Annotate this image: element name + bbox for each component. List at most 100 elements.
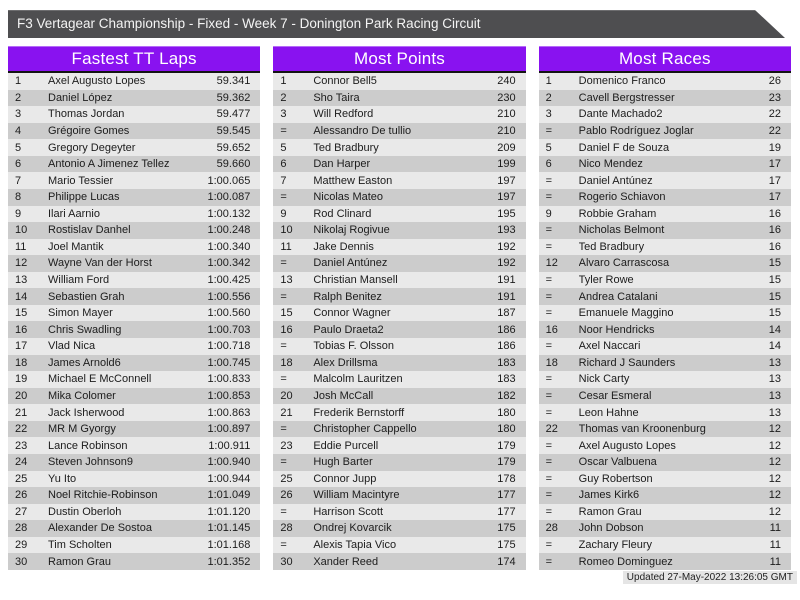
table-row: 23 Eddie Purcell 179 xyxy=(273,437,526,454)
value-cell: 16 xyxy=(768,207,781,220)
driver-name: Lance Robinson xyxy=(48,439,128,452)
driver-name: Nicolas Mateo xyxy=(313,191,384,204)
table-row: = Alessandro De tullio 210 xyxy=(273,122,526,140)
table-row: 19 Michael E McConnell 1:00.833 xyxy=(8,371,261,388)
table-row: 3 Will Redford 210 xyxy=(273,106,526,123)
driver-name: Xander Reed xyxy=(313,555,379,568)
table-row: 13 William Ford 1:00.425 xyxy=(8,271,261,289)
rank-cell: = xyxy=(545,472,553,485)
table-row: = Rogerio Schiavon 17 xyxy=(538,188,791,206)
value-cell: 183 xyxy=(497,373,516,386)
rank-cell: = xyxy=(545,505,553,518)
fastest-tt-laps-table: Fastest TT Laps 1 Axel Augusto Lopes 59.34… xyxy=(8,46,261,570)
rank-cell: = xyxy=(280,505,287,518)
driver-name: Josh McCall xyxy=(313,389,374,402)
driver-name: Tobias F. Olsson xyxy=(313,340,395,353)
table-row: 30 Ramon Grau 1:01.352 xyxy=(8,553,261,570)
table-row: 29 Tim Scholten 1:01.168 xyxy=(8,536,261,554)
driver-name: Axel Augusto Lopes xyxy=(578,439,676,452)
value-cell: 15 xyxy=(768,257,781,270)
value-cell: 15 xyxy=(768,290,781,303)
rank-cell: = xyxy=(280,340,287,353)
table-row: 23 Lance Robinson 1:00.911 xyxy=(8,437,261,454)
table-row: 12 Wayne Van der Horst 1:00.342 xyxy=(8,255,261,272)
table-row: 9 Rod Clinard 195 xyxy=(273,205,526,223)
driver-name: Connor Wagner xyxy=(313,307,391,320)
value-cell: 195 xyxy=(497,207,516,220)
title-bar: F3 Vertagear Championship - Fixed - Week… xyxy=(8,10,785,38)
driver-name: Ilari Aarnio xyxy=(48,207,100,220)
value-cell: 19 xyxy=(768,141,781,154)
table-row: = Ralph Benitez 191 xyxy=(273,288,526,305)
value-cell: 183 xyxy=(497,356,516,369)
driver-name: Antonio A Jimenez Tellez xyxy=(48,158,170,171)
driver-name: Daniel Antúnez xyxy=(578,174,653,187)
driver-name: Axel Augusto Lopes xyxy=(48,75,146,88)
rank-cell: 9 xyxy=(15,207,22,220)
driver-name: Christopher Cappello xyxy=(313,423,417,436)
driver-name: Leon Hahne xyxy=(578,406,639,419)
table-row: 15 Connor Wagner 187 xyxy=(273,304,526,322)
table-row: = Malcolm Lauritzen 183 xyxy=(273,371,526,388)
driver-name: Rogerio Schiavon xyxy=(578,191,666,204)
rank-cell: 30 xyxy=(280,555,293,568)
rank-cell: 2 xyxy=(280,91,287,104)
rank-cell: = xyxy=(545,307,553,320)
rank-cell: 25 xyxy=(15,472,28,485)
driver-name: Yu Ito xyxy=(48,472,77,485)
rank-cell: 27 xyxy=(15,505,28,518)
driver-name: Paulo Draeta2 xyxy=(313,323,384,336)
driver-name: Connor Jupp xyxy=(313,472,377,485)
value-cell: 13 xyxy=(768,373,781,386)
value-cell: 13 xyxy=(768,356,781,369)
driver-name: Thomas Jordan xyxy=(48,108,125,121)
leaderboard-tables: Fastest TT Laps 1 Axel Augusto Lopes 59.34… xyxy=(8,46,791,570)
rank-cell: 23 xyxy=(280,439,293,452)
driver-name: Ted Bradbury xyxy=(578,240,645,253)
table-row: 10 Rostislav Danhel 1:00.248 xyxy=(8,222,261,239)
rank-cell: = xyxy=(545,124,553,137)
value-cell: 1:00.556 xyxy=(207,290,251,303)
value-cell: 210 xyxy=(497,108,516,121)
rank-cell: 6 xyxy=(545,158,552,171)
value-cell: 15 xyxy=(768,274,781,287)
driver-name: William Macintyre xyxy=(313,489,400,502)
driver-name: Wayne Van der Horst xyxy=(48,257,152,270)
value-cell: 14 xyxy=(768,340,781,353)
value-cell: 12 xyxy=(768,423,781,436)
value-cell: 11 xyxy=(769,522,781,535)
rank-cell: = xyxy=(545,290,553,303)
rank-cell: 28 xyxy=(280,522,293,535)
rank-cell: 11 xyxy=(15,240,27,253)
driver-name: Connor Bell5 xyxy=(313,75,377,88)
rank-cell: = xyxy=(280,290,287,303)
driver-name: Zachary Fleury xyxy=(578,539,653,552)
value-cell: 12 xyxy=(768,472,781,485)
driver-name: Tim Scholten xyxy=(48,539,112,552)
rank-cell: 16 xyxy=(280,323,293,336)
rank-cell: 26 xyxy=(15,489,28,502)
rank-cell: 10 xyxy=(15,224,28,237)
table-row: = Tyler Rowe 15 xyxy=(538,271,791,289)
table-row: = Cesar Esmeral 13 xyxy=(538,387,791,405)
rank-cell: 8 xyxy=(15,191,22,204)
table-row: 2 Cavell Bergstresser 23 xyxy=(538,89,791,107)
rank-cell: = xyxy=(545,240,553,253)
table-row: 2 Daniel López 59.362 xyxy=(8,89,261,107)
value-cell: 59.341 xyxy=(216,75,251,88)
table-row: 28 Alexander De Sostoa 1:01.145 xyxy=(8,520,261,537)
table-row: 8 Philippe Lucas 1:00.087 xyxy=(8,188,261,206)
driver-name: MR M Gyorgy xyxy=(48,423,116,436)
table-row: 13 Christian Mansell 191 xyxy=(273,271,526,289)
table-row: 22 Thomas van Kroonenburg 12 xyxy=(538,420,791,438)
value-cell: 59.477 xyxy=(216,108,251,121)
value-cell: 16 xyxy=(768,240,781,253)
driver-name: Alexander De Sostoa xyxy=(48,522,152,535)
most-points-table: Most Points 1 Connor Bell5 240 2 Sho Taira 23… xyxy=(273,46,526,570)
rank-cell: = xyxy=(545,389,553,402)
rank-cell: 13 xyxy=(280,274,293,287)
table-row: 1 Domenico Franco 26 xyxy=(538,73,791,90)
rank-cell: = xyxy=(545,439,553,452)
value-cell: 179 xyxy=(497,456,516,469)
most-races-table: Most Races 1 Domenico Franco 26 2 Cavell Ber… xyxy=(538,46,791,570)
